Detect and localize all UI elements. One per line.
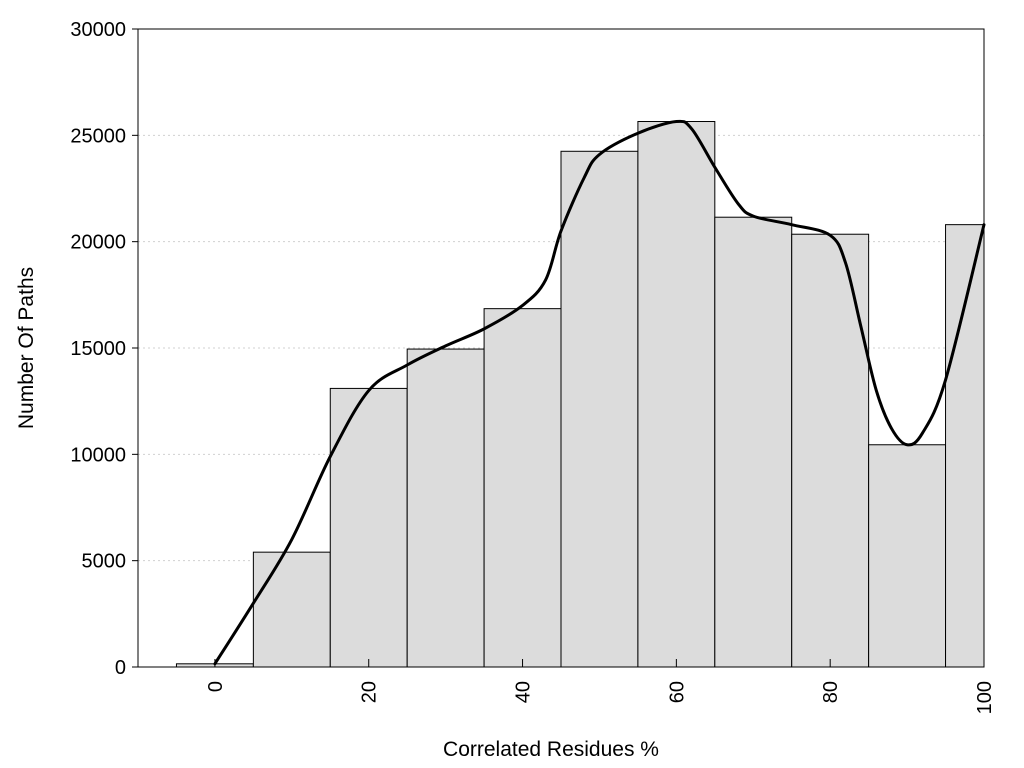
bar bbox=[329, 387, 408, 668]
x-tick-label: 80 bbox=[820, 681, 842, 703]
bar bbox=[483, 308, 562, 668]
y-tick-label: 10000 bbox=[70, 444, 126, 466]
y-tick-label: 15000 bbox=[70, 338, 126, 360]
y-tick-label: 30000 bbox=[70, 19, 126, 41]
bar bbox=[945, 224, 985, 668]
y-tick-label: 20000 bbox=[70, 232, 126, 254]
density-curve-group bbox=[213, 119, 986, 666]
bar bbox=[714, 216, 793, 668]
x-tick-label: 0 bbox=[205, 681, 227, 692]
bar bbox=[791, 233, 870, 668]
bar bbox=[406, 348, 485, 668]
y-tick-label: 5000 bbox=[82, 551, 127, 573]
bars-group bbox=[175, 121, 985, 668]
y-axis: 0 5000 10000 15000 20000 25000 30000 bbox=[70, 19, 138, 679]
bar bbox=[637, 121, 716, 668]
x-tick-label: 20 bbox=[359, 681, 381, 703]
y-axis-title: Number Of Paths bbox=[15, 267, 38, 429]
bar bbox=[560, 150, 639, 668]
x-tick-label: 100 bbox=[974, 681, 996, 714]
y-tick-label: 25000 bbox=[70, 125, 126, 147]
x-tick-label: 40 bbox=[513, 681, 535, 703]
y-tick-label: 0 bbox=[115, 657, 126, 679]
bar bbox=[868, 444, 947, 668]
x-axis-title: Correlated Residues % bbox=[443, 738, 659, 761]
bar bbox=[252, 551, 331, 668]
x-axis: 0 20 40 60 80 100 bbox=[205, 659, 996, 714]
x-tick-label: 60 bbox=[666, 681, 688, 703]
density-curve bbox=[213, 119, 986, 666]
